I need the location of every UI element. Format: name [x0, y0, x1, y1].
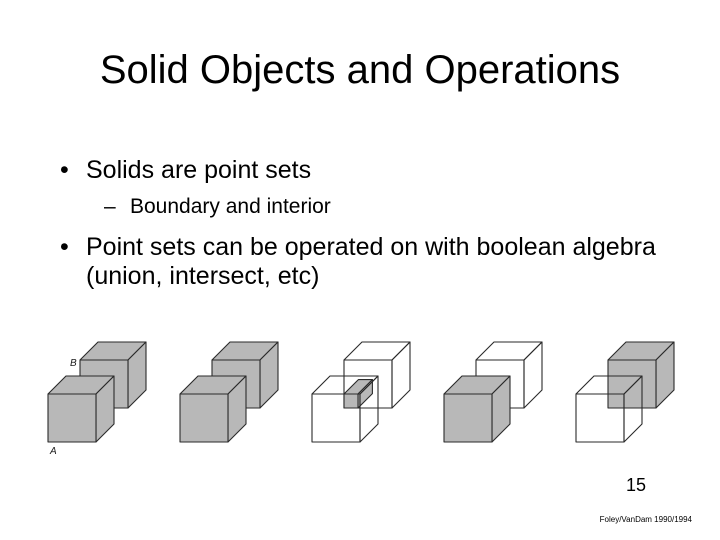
bullet-text: Point sets can be operated on with boole… [86, 233, 660, 291]
bullet-marker: • [60, 156, 86, 185]
svg-text:A: A [49, 446, 57, 456]
bullet-marker: – [104, 195, 130, 219]
page-number: 15 [626, 475, 646, 496]
slide: Solid Objects and Operations • Solids ar… [0, 0, 720, 540]
bullet-marker: • [60, 233, 86, 291]
page-title: Solid Objects and Operations [0, 48, 720, 93]
bullet-text: Boundary and interior [130, 195, 331, 219]
bullet-text: Solids are point sets [86, 156, 311, 185]
boolean-ops-diagram: AB [30, 338, 690, 456]
sub-bullet-item: – Boundary and interior [104, 195, 660, 219]
bullet-item: • Solids are point sets [60, 156, 660, 185]
bullet-item: • Point sets can be operated on with boo… [60, 233, 660, 291]
svg-text:B: B [70, 358, 77, 369]
bullet-list: • Solids are point sets – Boundary and i… [60, 156, 660, 301]
citation: Foley/VanDam 1990/1994 [600, 515, 692, 524]
